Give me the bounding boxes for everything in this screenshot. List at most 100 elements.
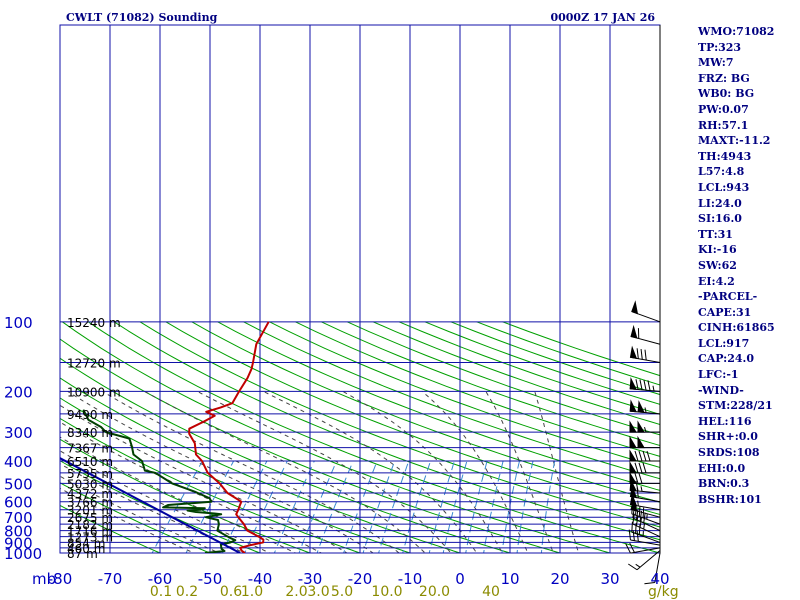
temperature-tick-label: -60 <box>148 570 173 588</box>
temperature-profile-line <box>188 321 270 553</box>
index-value: KI:-16 <box>698 243 737 257</box>
dry-adiabat-line <box>60 417 362 553</box>
height-label: 1273 m <box>67 531 113 545</box>
mixing-ratio-label: 10.0 <box>371 584 402 600</box>
index-value: BRN:0.3 <box>698 477 750 491</box>
temperature-tick-label: 30 <box>600 570 619 588</box>
wind-barb <box>628 529 661 546</box>
temperature-tick-label: 0 <box>455 570 465 588</box>
mixing-ratio-line <box>343 460 378 553</box>
index-value: PW:0.07 <box>698 102 749 116</box>
index-value: HEL:116 <box>698 414 752 428</box>
dry-adiabat-line <box>113 321 660 541</box>
index-value: CAPE:31 <box>698 305 752 319</box>
wind-barb <box>630 324 661 345</box>
index-value: STM:228/21 <box>698 399 773 413</box>
index-value: RH:57.1 <box>698 118 749 132</box>
mixing-ratio-label: 5.0 <box>331 584 353 600</box>
height-label: 15240 m <box>67 316 121 330</box>
height-label: 6510 m <box>67 455 113 469</box>
dry-adiabat-line <box>295 321 660 457</box>
temperature-tick-label: 10 <box>500 570 519 588</box>
mixing-ratio-label: 1.0 <box>241 584 263 600</box>
moist-adiabat-line <box>67 390 374 553</box>
parcel-profile-line <box>60 457 241 553</box>
pressure-tick-label: 600 <box>4 494 33 512</box>
height-label: 8340 m <box>67 426 113 440</box>
index-value: FRZ: BG <box>698 71 750 85</box>
dry-adiabat-line <box>346 321 660 436</box>
pressure-tick-label: 200 <box>4 383 33 401</box>
temperature-tick-label: -70 <box>98 570 123 588</box>
index-value: CAP:24.0 <box>698 352 755 366</box>
dry-adiabat-line <box>269 321 660 468</box>
index-value: TP:323 <box>698 40 742 54</box>
height-label: 12720 m <box>67 357 121 371</box>
wind-barb <box>632 507 661 532</box>
index-value: EI:4.2 <box>698 274 735 288</box>
mixing-ratio-line <box>151 460 203 553</box>
temperature-tick-label: -40 <box>248 570 273 588</box>
height-label: 2675 m <box>67 511 113 525</box>
dry-adiabat-line <box>60 397 412 553</box>
moist-adiabat-line <box>485 391 554 553</box>
pressure-tick-label: 300 <box>4 424 33 442</box>
wind-barb <box>629 435 660 449</box>
index-value: WMO:71082 <box>698 25 775 38</box>
index-value: MW:7 <box>698 56 734 70</box>
index-value: CINH:61865 <box>698 321 775 335</box>
index-value: LFC:-1 <box>698 368 739 382</box>
mixing-ratio-label: 40 <box>482 584 500 600</box>
moist-adiabat-line <box>144 390 426 553</box>
wind-barb <box>644 552 661 585</box>
moist-adiabat-line <box>263 390 478 553</box>
chart-date: 0000Z 17 JAN 26 <box>550 11 655 24</box>
temperature-tick-label: -20 <box>348 570 373 588</box>
moist-adiabat-line <box>421 391 529 553</box>
dry-adiabat-line <box>87 321 660 553</box>
mixing-ratio-line <box>362 460 396 553</box>
wind-barb <box>629 399 661 415</box>
mixing-ratio-label: 0.6 <box>220 584 242 600</box>
index-value: TH:4943 <box>698 149 752 163</box>
wind-barb <box>629 345 661 364</box>
pressure-tick-label: 800 <box>4 523 33 541</box>
wind-barb <box>629 492 661 511</box>
dry-adiabat-line <box>62 321 612 553</box>
dry-adiabat-line <box>165 321 660 516</box>
height-label: 9490 m <box>67 408 113 422</box>
mixing-ratio-line <box>298 460 338 553</box>
wind-barb <box>631 521 661 543</box>
wind-barb <box>629 420 660 433</box>
index-value: EHI:0.0 <box>698 461 746 475</box>
chart-title: CWLT (71082) Sounding <box>66 11 218 24</box>
pressure-tick-label: 100 <box>4 314 33 332</box>
wind-barb <box>629 461 660 474</box>
index-value: LCL:943 <box>698 180 750 194</box>
indices-panel: WMO:71082 TP:323 MW:7 FRZ: BG WB0: BG PW:0.07… <box>698 24 798 507</box>
dry-adiabats <box>60 321 660 553</box>
index-value: -WIND- <box>698 383 744 397</box>
height-label: 2182 m <box>67 518 113 532</box>
wind-barb <box>629 449 660 462</box>
mixing-ratio-label: 2.0 <box>285 584 307 600</box>
mixing-ratio-label: 0.1 <box>150 584 172 600</box>
index-value: MAXT:-11.2 <box>698 134 771 148</box>
temperature-tick-label: -10 <box>398 570 423 588</box>
moist-adiabat-line <box>342 390 503 553</box>
wind-barb <box>628 550 661 571</box>
moist-adiabat-line <box>60 436 297 553</box>
pressure-tick-label: 400 <box>4 453 33 471</box>
index-value: LCL:917 <box>698 336 750 350</box>
pressure-tick-label: 700 <box>4 509 33 527</box>
pressure-tick-label: 900 <box>4 534 33 552</box>
height-label: 4372 m <box>67 487 113 501</box>
wind-barbs <box>625 25 661 585</box>
height-label: 87 m <box>67 547 98 561</box>
wind-barb <box>625 542 661 554</box>
height-label: 10900 m <box>67 385 121 399</box>
mixing-ratio-label: 0.2 <box>176 584 198 600</box>
height-label: 5030 m <box>67 477 113 491</box>
index-value: -PARCEL- <box>698 290 758 304</box>
